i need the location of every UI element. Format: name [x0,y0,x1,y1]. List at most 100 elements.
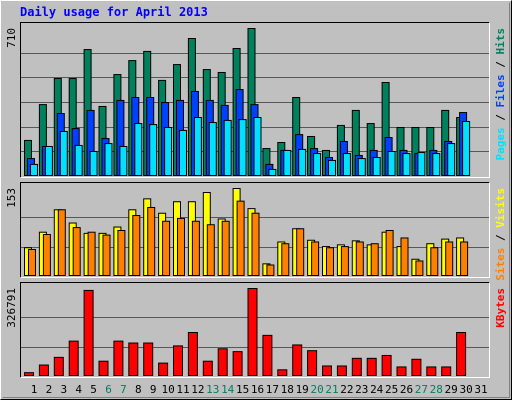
bar [158,362,169,377]
bar [307,350,318,377]
chart-title: Daily usage for April 2013 [20,5,208,19]
bar [83,289,94,376]
bar [187,332,198,377]
bar [202,360,213,377]
bar [441,366,452,377]
bar [396,366,407,377]
bar [462,120,471,177]
bar [313,153,322,176]
bar [351,357,362,376]
legend-entry: Pages [494,127,507,160]
bar [173,345,183,377]
x-tick-label: 12 [191,383,204,396]
plot-border-dark [20,182,490,278]
x-tick-label: 1 [31,383,38,396]
x-tick-label: 2 [46,383,53,396]
x-tick-label: 31 [474,383,487,396]
legend-entry: Visits [494,188,507,228]
bar [42,234,51,277]
x-tick-label: 22 [340,383,353,396]
x-tick-label: 6 [105,383,112,396]
bar [253,117,262,177]
legend: KBytes [494,288,507,328]
bar [366,357,377,376]
plot-border-light [20,22,490,178]
y-tick-label: 326791 [5,288,18,328]
bar [44,145,53,176]
bar [238,119,247,176]
x-tick-label: 19 [296,383,309,396]
bar [193,117,202,177]
bar [432,153,441,176]
bar [87,231,96,276]
bar [53,356,64,376]
bar [385,229,394,276]
bar [119,145,128,176]
bar [162,220,171,277]
plot-border-dark [20,282,490,378]
x-tick-label: 14 [221,383,235,396]
bar [164,127,173,176]
bar [311,241,320,276]
legend-entry: Sites [494,248,507,281]
bar [355,241,364,276]
bar [68,340,79,376]
bar [415,260,424,276]
bar [460,241,469,276]
plot-border-light [20,182,490,278]
bar [102,234,111,277]
x-tick-label: 7 [120,383,127,396]
bar [179,129,187,176]
bar [251,212,260,276]
legend-entry: Files [494,74,507,107]
bar [232,351,243,376]
bar [277,369,288,377]
x-tick-label: 13 [206,383,219,396]
bar [89,150,98,176]
x-tick-label: 29 [445,383,458,396]
bar [370,243,379,276]
x-tick-label: 11 [176,383,189,396]
plot-border-dark [20,22,490,178]
y-tick-label: 153 [5,188,18,208]
bar [191,220,200,277]
bar [372,157,381,177]
x-tick-label: 18 [281,383,294,396]
bar [38,364,49,376]
x-tick-label: 26 [400,383,413,396]
bar [113,340,124,376]
bar [128,342,139,377]
y-tick-label: 710 [5,28,18,48]
bar [24,372,34,376]
x-tick-label: 30 [459,383,472,396]
x-tick-label: 8 [135,383,142,396]
bar [381,354,392,376]
x-tick-label: 27 [415,383,428,396]
bar [430,247,439,277]
legend: Sites / Visits [494,188,507,281]
legend-separator: / [494,108,507,128]
x-tick-label: 5 [90,383,97,396]
legend: Pages / Files / Hits [494,28,507,161]
bar [328,159,336,176]
bar [117,229,126,276]
x-tick-label: 15 [236,383,249,396]
bar [206,224,215,276]
bar [357,158,366,177]
x-tick-label: 28 [430,383,443,396]
bar [340,246,349,277]
legend-entry: KBytes [494,288,507,328]
bar [217,348,228,376]
bar [72,227,81,277]
bar [132,215,141,277]
bar [283,149,292,177]
bar [342,153,351,176]
x-tick-label: 10 [161,383,174,396]
bar [74,144,83,176]
bar [223,119,232,176]
bar [247,288,258,376]
x-tick-label: 21 [325,383,338,396]
bar [149,124,158,176]
bar [221,220,230,277]
